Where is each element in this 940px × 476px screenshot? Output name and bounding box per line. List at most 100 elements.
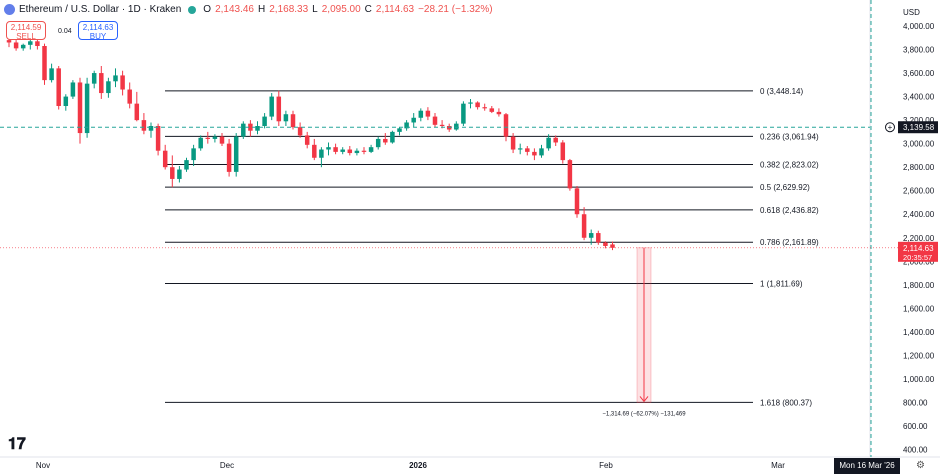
y-tick-label: 3,200.00 [903,116,935,125]
fib-level-label: 0.236 (3,061.94) [760,132,819,141]
last-price-value: 2,114.63 [903,244,934,253]
candle-body [574,188,580,215]
candle-body [496,111,502,115]
candle [106,77,111,98]
candle [42,43,47,85]
candle [525,146,530,156]
add-alert-icon[interactable] [885,122,895,133]
x-tick-label: Mar [771,461,785,470]
candle-body [354,150,360,154]
close-label: C [364,4,372,15]
candle [404,120,409,131]
candle-body [596,233,601,243]
candle [319,147,324,168]
candle [49,63,54,83]
candle [333,143,338,155]
candle-body [177,169,182,179]
open-value: 2,143.46 [215,4,254,15]
candle-body [610,244,615,248]
open-label: O [203,4,212,15]
candle-body [326,147,331,150]
candle-body [312,144,317,158]
candle-body [205,137,211,139]
fib-level-label: 0.786 (2,161.89) [760,238,819,247]
plus-icon: + [888,123,893,132]
candle-body [482,107,487,109]
candle-body [432,116,438,125]
measure-label: −1,314.69 (−62.07%) −131,469 [602,411,686,417]
fib-level-label: 0.382 (2,823.02) [760,160,819,169]
bar-countdown: 20:35:57 [903,253,932,262]
candle [553,135,558,146]
candle-body [475,102,480,108]
candle [198,135,203,151]
candle [134,91,140,122]
symbol-header: Ethereum / U.S. Dollar · 1D · Kraken O 2,… [4,4,493,15]
candle-body [127,89,132,104]
candle [425,107,431,121]
market-status-icon[interactable] [188,5,197,14]
candle [383,133,388,145]
candle [233,133,239,177]
candle-body [269,96,274,117]
candle [226,138,232,177]
y-tick-label: 1,600.00 [903,304,935,313]
measure-arrow-head [639,396,649,403]
candle-body [581,214,587,238]
symbol-name[interactable]: Ethereum / U.S. Dollar · 1D · Kraken [19,4,182,15]
candle-body [503,114,509,137]
candle [241,121,246,139]
candle-body [184,160,189,170]
candle-body [70,82,76,97]
candle-body [106,81,111,94]
candle [35,38,40,50]
candle-body [461,103,466,124]
candle-body [510,136,516,150]
price-range-measure[interactable]: −1,314.69 (−62.07%) −131,469 [602,247,686,418]
candle [368,144,374,154]
candle-body [20,44,26,49]
candle [347,146,353,156]
candle-body [525,148,530,152]
sell-button[interactable]: 2,114.59 SELL [6,21,46,41]
buy-button[interactable]: 2,114.63 BUY [78,21,118,41]
candle [212,134,218,143]
fib-level-label: 1 (1,811.69) [760,279,803,288]
candle [219,133,225,146]
candle [99,66,104,99]
settings-gear-icon[interactable]: ⚙ [916,460,925,471]
candle-body [148,126,154,131]
candle [304,131,310,149]
candle-body [255,126,260,131]
x-tick-label: Dec [220,461,234,470]
candle [596,230,601,245]
candle-body [141,120,147,131]
candle-body [63,96,69,106]
candle-body [390,131,395,143]
candle-body [603,242,608,246]
spread-value: 0.04 [58,28,72,35]
candle-body [411,117,416,123]
candle-body [532,151,537,156]
candle [574,186,580,218]
candle-body [77,82,83,134]
fibonacci-retracement[interactable]: 0 (3,448.14) 0.236 (3,061.94) 0.382 (2,823… [165,87,819,408]
candle [91,70,97,89]
candle [560,140,566,164]
candle [354,148,360,156]
candle-body [155,126,161,151]
crosshair-price-value: 3,139.58 [903,123,935,132]
low-value: 2,095.00 [321,4,361,15]
candle [184,157,189,172]
candle-body [425,110,431,117]
tradingview-logo-icon[interactable]: 𝟏𝟕 [8,436,26,453]
candle [127,82,132,109]
candle-body [191,148,196,161]
y-tick-label: 1,400.00 [903,328,935,337]
candle-body [319,149,324,158]
candle [532,148,537,161]
candle-body [113,75,118,82]
candle [283,110,289,126]
